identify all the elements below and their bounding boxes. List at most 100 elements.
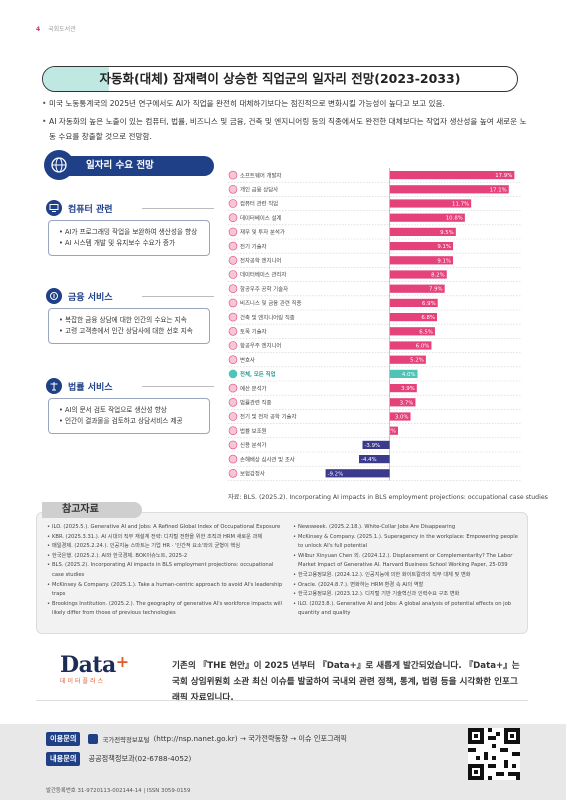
category-icon <box>228 170 238 180</box>
computer-icon <box>46 200 62 216</box>
scale-icon <box>46 378 62 394</box>
category-label: 전기 기술자 <box>240 242 267 250</box>
bar <box>389 384 417 393</box>
bar-value-label: 9.5% <box>440 230 454 236</box>
reference-item: BLS. (2025.2). Incorporating AI impacts … <box>47 561 283 580</box>
divider <box>36 700 528 701</box>
category-label: 법률관련 직종 <box>240 399 272 407</box>
reference-item: ILO. (2023.8.). Generative AI and Jobs: … <box>293 600 519 619</box>
bar-value-label: 17.9% <box>495 173 512 179</box>
section-finance-box: 복잡한 금융 상담에 대한 인간의 수요는 지속 고령 고객층에서 인간 상담사… <box>48 308 210 344</box>
category-label: 토목 기술자 <box>240 328 267 336</box>
reference-item: McKinsey & Company. (2025.1.). Superagen… <box>293 533 519 552</box>
category-icon <box>228 199 238 208</box>
job-demand-title: 일자리 수요 전망 <box>64 156 214 176</box>
bar-value-label: 3.7% <box>400 400 414 406</box>
list-item: AI의 문서 검토 작업으로 생산성 향상 <box>59 405 203 416</box>
reference-item: McKinsey & Company. (2025.1.). Take a hu… <box>47 581 283 600</box>
qr-code[interactable] <box>468 728 520 780</box>
category-icon <box>228 227 238 237</box>
bar <box>389 369 418 378</box>
usage-site[interactable]: 국가전략정보포털 <box>102 735 150 744</box>
category-label: 건축 및 엔지니어링 직종 <box>240 313 295 321</box>
usage-text: (http://nsp.nanet.go.kr) → 국가전략동향 → 이슈 인… <box>153 734 347 743</box>
reference-item: Newsweek. (2025.2.18.). White-Collar Job… <box>293 523 519 533</box>
bar <box>389 171 515 180</box>
section-computer-title: 컴퓨터 관련 <box>68 204 113 215</box>
usage-row: 이용문의 국가전략정보포털 (http://nsp.nanet.go.kr) →… <box>46 732 347 746</box>
reference-item: 한국고용정보원. (2024.12.). 인공지능에 의한 화이트칼라의 직무 … <box>293 571 519 581</box>
bar <box>389 284 445 293</box>
category-label: 전체, 모든 직업 <box>240 370 276 378</box>
category-label: 소프트웨어 개발자 <box>240 171 281 179</box>
bar-value-label: 6.5% <box>419 329 433 335</box>
bar-value-label: 8.2% <box>431 273 445 279</box>
category-label: 재무 및 투자 분석가 <box>240 228 285 236</box>
bar-value-label: 4.0% <box>402 372 416 378</box>
category-icon <box>228 454 238 464</box>
reference-item: KBR. (2025.3.31.). AI 시대의 직무 재설계 전략: 디지털… <box>47 533 283 543</box>
bar <box>389 256 454 265</box>
bar <box>359 455 390 464</box>
bar <box>362 440 390 449</box>
bar-value-label: 6.9% <box>422 301 436 307</box>
logo-subtitle: 데이터플러스 <box>60 678 106 685</box>
bar-value-label: 9.1% <box>437 244 451 250</box>
section-computer: 컴퓨터 관련 <box>46 200 214 216</box>
category-label: 항공우주 공학 기술자 <box>240 285 288 293</box>
bar <box>389 426 399 435</box>
category-label: 예산 분석가 <box>240 384 267 392</box>
bar-value-label: -4.4% <box>361 457 377 463</box>
category-icon <box>228 341 238 350</box>
contact-label: 내용문의 <box>46 752 81 766</box>
summary-bullet: 미국 노동통계국의 2025년 연구에서도 AI가 직업을 완전히 대체하기보다… <box>42 96 528 111</box>
summary-bullets: 미국 노동통계국의 2025년 연구에서도 AI가 직업을 완전히 대체하기보다… <box>42 96 528 147</box>
category-label: 법률 보조원 <box>240 427 267 435</box>
list-item: 복잡한 금융 상담에 대한 인간의 수요는 지속 <box>59 315 203 326</box>
bar <box>389 242 454 251</box>
chart-svg: 소프트웨어 개발자 17.9% 개인 금융 상담사 17.1% 컴퓨터 관련 직업 11.… <box>228 168 522 481</box>
category-icon <box>228 241 238 251</box>
category-icon <box>228 327 238 336</box>
category-label: 전자공학 엔지니어 <box>240 257 281 265</box>
summary-bullet: AI 자동화의 높은 노출이 있는 컴퓨터, 법률, 비즈니스 및 금융, 건축… <box>42 114 528 144</box>
category-icon <box>228 213 238 223</box>
category-label: 변호사 <box>240 356 255 364</box>
category-label: 개인 금융 상담사 <box>240 186 278 194</box>
section-finance: 금융 서비스 <box>46 288 214 304</box>
category-icon <box>228 270 238 279</box>
bar <box>389 355 426 364</box>
bar <box>389 270 447 279</box>
contact-text: 공공정책정보과(02-6788-4052) <box>88 754 192 763</box>
bar <box>389 185 509 194</box>
list-item: 고령 고객층에서 인간 상담사에 대한 선호 지속 <box>59 326 203 337</box>
section-finance-title: 금융 서비스 <box>68 292 113 303</box>
category-icon <box>228 298 238 308</box>
job-demand-panel: 일자리 수요 전망 컴퓨터 관련 AI가 프로그래밍 작업을 보완하여 생산성을… <box>42 148 218 452</box>
category-icon <box>228 383 238 393</box>
category-icon <box>228 256 238 265</box>
bar-value-label: 3.9% <box>401 386 415 392</box>
bar <box>389 213 465 222</box>
reference-item: 매일경제. (2025.2.24.). 인공지능 스마트는 기업 HR · '인… <box>47 542 283 552</box>
bar <box>389 199 472 208</box>
bar-value-label: 5.2% <box>410 358 424 364</box>
section-title-box: 자동화(대체) 잠재력이 상승한 직업군의 일자리 전망(2023-2033) <box>42 66 518 92</box>
section-legal-box: AI의 문서 검토 작업으로 생산성 향상 인간이 결과물을 검토하고 상담서비… <box>48 398 210 434</box>
portal-icon <box>88 734 99 744</box>
bar-value-label: 6.8% <box>421 315 435 321</box>
category-label: 항공우주 엔지니어 <box>240 342 281 350</box>
bar-value-label: 1.2% <box>382 429 396 435</box>
references-title: 참고자료 <box>62 504 99 515</box>
category-label: 손해배상 심사관 및 조사 <box>240 455 295 463</box>
category-icon <box>228 440 238 450</box>
references-right: Newsweek. (2025.2.18.). White-Collar Job… <box>293 523 519 619</box>
bar-value-label: 3.0% <box>395 415 409 421</box>
bar <box>389 412 411 421</box>
category-icon <box>228 398 238 407</box>
category-label: 보험감정사 <box>240 470 265 478</box>
bar <box>389 298 438 307</box>
section-legal: 법률 서비스 <box>46 378 214 394</box>
section-computer-box: AI가 프로그래밍 작업을 보완하여 생산성을 향상 AI 시스템 개발 및 유… <box>48 220 210 256</box>
chart-source: 자료: BLS. (2025.2). Incorporating AI impa… <box>228 494 548 501</box>
